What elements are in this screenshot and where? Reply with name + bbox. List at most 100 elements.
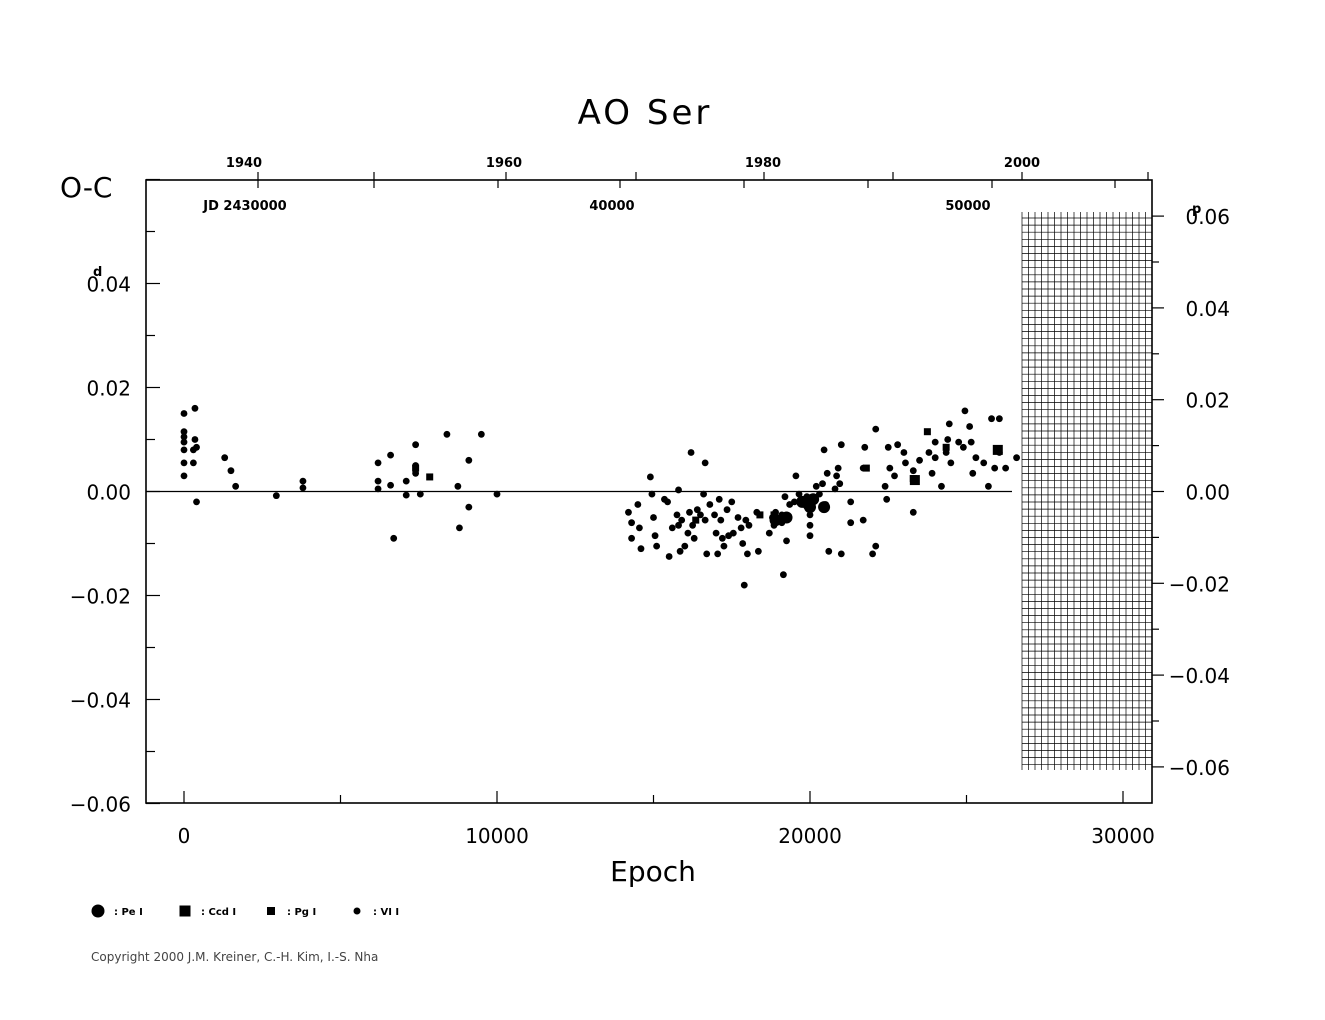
data-point-vi (221, 454, 229, 462)
data-point-vi (872, 542, 880, 550)
x-tick-label: 0 (178, 824, 191, 848)
data-point-pg (942, 443, 950, 451)
data-point-vi (925, 449, 933, 456)
data-point-vi (189, 459, 197, 467)
data-point-vi (711, 511, 718, 519)
data-point-vi (673, 511, 681, 519)
data-point-ccd (992, 444, 1003, 455)
data-point-vi (706, 501, 714, 508)
data-point-vi (387, 451, 394, 459)
x-tick-label: 20000 (778, 824, 842, 848)
data-point-vi (980, 459, 988, 467)
x-axis-label: Epoch (610, 855, 696, 888)
data-point-vi (823, 469, 831, 477)
data-point-vi (900, 449, 908, 456)
data-point-vi (493, 490, 501, 498)
data-point-pg (412, 464, 420, 472)
data-point-vi (931, 454, 939, 462)
data-point-vi (676, 547, 684, 555)
plot-axes (145, 179, 1153, 804)
data-point-vi (374, 459, 382, 467)
data-point-vi (720, 542, 728, 550)
data-point-vi (465, 503, 473, 511)
data-point-pe (807, 493, 820, 506)
data-point-vi (833, 472, 841, 480)
data-point-vi (781, 493, 789, 501)
data-point-vi (859, 516, 867, 524)
data-point-vi (232, 482, 240, 490)
data-point-vi (740, 581, 748, 589)
data-point-vi (961, 407, 969, 415)
y-left-tick-label: −0.06 (70, 793, 131, 817)
copyright-notice: Copyright 2000 J.M. Kreiner, C.-H. Kim, … (91, 950, 378, 964)
data-point-pe (818, 501, 831, 514)
data-point-pg (692, 516, 700, 524)
data-point-vi (955, 438, 963, 446)
data-point-vi (390, 534, 398, 542)
y-right-tick-label: −0.02 (1169, 572, 1230, 596)
data-point-vi (1002, 464, 1010, 472)
data-point-vi (628, 519, 635, 527)
y-right-tick-label: 0.06 (1185, 205, 1230, 229)
data-point-vi (812, 482, 820, 490)
y-right-tick-label: 0.00 (1185, 481, 1230, 505)
data-point-vi (299, 484, 307, 492)
data-point-vi (884, 443, 892, 451)
data-point-vi (272, 492, 280, 500)
chart-title: AO Ser (578, 93, 713, 133)
data-point-pg (923, 428, 931, 436)
data-point-vi (819, 480, 826, 488)
data-point-vi (869, 550, 876, 558)
data-point-vi (861, 443, 869, 451)
data-point-vi (193, 498, 200, 506)
data-point-vi (299, 477, 307, 485)
data-point-vi (806, 532, 814, 540)
data-point-vi (191, 436, 199, 443)
y-left-tick-label: 0.00 (86, 481, 131, 505)
data-point-vi (972, 454, 980, 462)
data-point-vi (690, 534, 698, 542)
top-year-label: 1940 (226, 156, 262, 171)
data-point-vi (969, 469, 977, 477)
data-point-vi (902, 459, 909, 467)
data-point-vi (931, 438, 939, 446)
top-year-label: 1980 (745, 156, 781, 171)
legend: : Pe I: Ccd I: Pg I: VI I (91, 904, 399, 918)
data-point-vi (909, 467, 917, 475)
data-point-vi (625, 508, 632, 516)
data-point-vi (653, 542, 661, 550)
y-left-tick-label: 0.04 (86, 273, 131, 297)
data-point-vi (180, 459, 188, 467)
x-tick-label: 30000 (1091, 824, 1155, 848)
data-point-vi (991, 464, 999, 472)
data-point-vi (628, 534, 635, 542)
legend-label: : Pg I (287, 907, 316, 918)
y-right-tick-label: −0.04 (1169, 664, 1230, 688)
legend-symbol-vi (353, 907, 361, 915)
legend-symbol-ccd (179, 905, 191, 917)
data-point-vi (790, 498, 798, 506)
data-point-vi (180, 438, 188, 446)
data-point-vi (944, 436, 952, 443)
data-point-vi (928, 469, 936, 477)
legend-symbol-pe (91, 904, 105, 918)
data-point-vi (744, 550, 751, 558)
y-right-tick-label: 0.04 (1185, 297, 1230, 321)
data-point-vi (687, 449, 695, 456)
axis-ticks: 0 10000 20000 30000 0.04 0.02 0.00 −0.02 −0.04 −0… (70, 156, 1230, 848)
y-right-tick-label: 0.02 (1185, 389, 1230, 413)
data-point-vi (806, 511, 814, 519)
data-point-vi (718, 534, 726, 542)
y-left-tick-label: −0.04 (70, 689, 131, 713)
data-point-vi (412, 441, 420, 449)
data-point-vi (180, 472, 188, 480)
data-point-vi (837, 550, 845, 558)
data-point-vi (779, 571, 787, 579)
data-point-vi (714, 550, 722, 558)
data-point-vi (668, 524, 676, 532)
legend-symbol-pg (267, 907, 275, 915)
data-point-vi (675, 521, 682, 529)
data-point-vi (701, 516, 709, 524)
data-point-vi (909, 508, 917, 516)
top-jd-label: JD 2430000 (202, 199, 286, 214)
